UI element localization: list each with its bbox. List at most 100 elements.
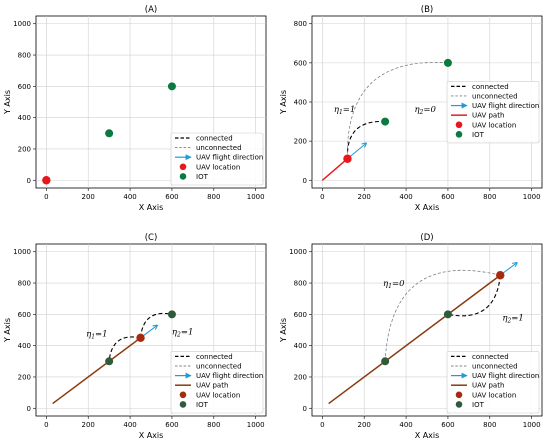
- y-tick-label: 600: [294, 59, 307, 67]
- x-tick-label: 400: [399, 193, 412, 201]
- y-tick-label: 0: [303, 177, 307, 185]
- y-tick-label: 1000: [13, 248, 31, 256]
- x-axis-label: X Axis: [415, 203, 440, 212]
- iot-point: [105, 357, 114, 366]
- legend-box: [446, 351, 540, 414]
- eta-subscript: 2: [419, 109, 424, 116]
- legend-label: connected: [196, 353, 233, 361]
- legend-label: IOT: [196, 401, 209, 409]
- y-tick-label: 0: [303, 405, 307, 413]
- y-tick-label: 400: [294, 342, 307, 350]
- iot-point: [381, 357, 390, 366]
- x-tick-label: 200: [82, 193, 95, 201]
- eta-value: =1: [511, 314, 524, 324]
- eta-value: =1: [95, 329, 108, 339]
- panel-title: (D): [420, 233, 433, 243]
- iot-point: [105, 129, 114, 138]
- y-tick-label: 200: [294, 138, 307, 146]
- y-tick-label: 200: [18, 373, 31, 381]
- x-tick-label: 800: [483, 421, 496, 429]
- unconnected-link: [347, 61, 448, 159]
- x-tick-label: 200: [358, 421, 371, 429]
- eta-symbol: η: [86, 329, 92, 339]
- y-tick-label: 800: [294, 280, 307, 288]
- legend-label: IOT: [472, 131, 485, 139]
- x-axis-label: X Axis: [415, 431, 440, 440]
- y-tick-label: 1000: [289, 248, 307, 256]
- x-tick-label: 400: [123, 421, 136, 429]
- legend-label: UAV flight direction: [472, 102, 539, 110]
- y-tick-label: 800: [294, 20, 307, 28]
- legend-iot-swatch: [455, 131, 463, 138]
- x-axis-label: X Axis: [139, 431, 164, 440]
- panel-d: 0 200 400 600 800 1000 0 200 400 600 800 1000 (D) X A…: [279, 233, 543, 440]
- legend-label: UAV flight direction: [472, 372, 539, 380]
- x-tick-label: 1000: [247, 193, 265, 201]
- y-tick-label: 600: [294, 311, 307, 319]
- legend-uav-swatch: [179, 163, 187, 171]
- uav-location-point: [343, 154, 352, 163]
- eta-annotation: η1=1: [86, 329, 107, 340]
- x-tick-label: 200: [358, 193, 371, 201]
- uav-location-point: [136, 333, 145, 343]
- eta-annotation: η2=1: [502, 314, 523, 325]
- legend-uav-swatch: [455, 391, 463, 399]
- eta-symbol: η: [383, 279, 389, 289]
- eta-symbol: η: [502, 314, 508, 324]
- eta-subscript: 1: [388, 283, 392, 290]
- uav-location-point: [496, 271, 505, 280]
- legend-label: UAV location: [196, 391, 240, 399]
- x-tick-label: 400: [123, 193, 136, 201]
- y-tick-label: 600: [18, 311, 31, 319]
- legend-iot-swatch: [179, 173, 187, 180]
- x-tick-label: 0: [320, 421, 324, 429]
- x-tick-label: 800: [207, 193, 220, 201]
- x-tick-label: 600: [441, 193, 454, 201]
- unconnected-link: [384, 269, 501, 362]
- legend-label: IOT: [472, 401, 485, 409]
- iot-point: [443, 310, 452, 319]
- y-axis-label: Y Axis: [279, 318, 288, 343]
- eta-annotation: η1=0: [383, 279, 405, 290]
- x-tick-label: 1000: [247, 421, 265, 429]
- panel-b: 0 200 400 600 800 1000 0 200 400 600 800 (B) X Axis Y…: [279, 5, 543, 212]
- legend-label: UAV location: [472, 391, 516, 399]
- x-tick-label: 0: [320, 193, 324, 201]
- eta-subscript: 2: [176, 332, 181, 339]
- x-tick-label: 600: [165, 421, 178, 429]
- connected-link: [139, 312, 173, 338]
- y-tick-label: 600: [18, 83, 31, 91]
- x-tick-label: 1000: [523, 193, 541, 201]
- y-tick-label: 0: [27, 177, 31, 185]
- panel-title: (A): [145, 5, 157, 15]
- y-tick-label: 200: [294, 373, 307, 381]
- x-tick-label: 0: [44, 421, 48, 429]
- legend-label: IOT: [196, 173, 209, 181]
- y-axis-label: Y Axis: [3, 318, 12, 343]
- legend-label: connected: [196, 135, 233, 143]
- x-tick-label: 0: [44, 193, 48, 201]
- iot-point: [167, 82, 176, 91]
- panel-title: (B): [421, 5, 433, 15]
- y-axis-label: Y Axis: [3, 90, 12, 115]
- legend-label: connected: [472, 353, 509, 361]
- y-tick-label: 400: [18, 114, 31, 122]
- uav-location-point: [42, 176, 51, 185]
- legend-label: UAV path: [472, 382, 504, 390]
- legend-label: UAV flight direction: [196, 154, 263, 162]
- panel-title: (C): [145, 233, 158, 243]
- x-tick-label: 800: [483, 193, 496, 201]
- legend-label: UAV location: [196, 163, 240, 171]
- eta-annotation: η2=0: [414, 105, 436, 116]
- iot-point: [443, 58, 452, 67]
- connected-link: [108, 336, 141, 362]
- eta-subscript: 1: [339, 109, 343, 116]
- x-tick-label: 400: [399, 421, 412, 429]
- legend-box: [170, 132, 264, 186]
- y-tick-label: 400: [294, 99, 307, 107]
